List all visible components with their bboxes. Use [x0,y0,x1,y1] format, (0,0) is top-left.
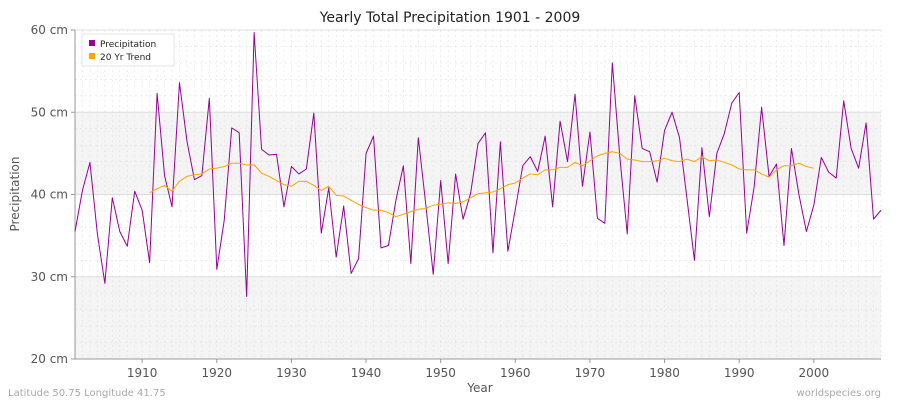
footer-location: Latitude 50.75 Longitude 41.75 [8,388,166,399]
x-tick-label: 1990 [724,366,755,380]
legend-swatch-20yr-trend [89,53,95,59]
series-line-precipitation [74,31,882,297]
x-tick-label: 1940 [351,366,382,380]
legend: Precipitation 20 Yr Trend [81,33,175,67]
x-axis-label: Year [466,381,492,395]
y-tick-label: 30 cm [31,270,68,284]
y-tick-label: 40 cm [31,188,68,202]
x-tick-label: 1910 [127,366,158,380]
x-tick-label: 1970 [575,366,606,380]
x-tick-label: 1920 [202,366,233,380]
series-line-20-yr-trend [149,151,814,218]
y-axis-label: Precipitation [8,156,22,231]
series-layer [74,31,882,297]
x-tick-label: 1950 [425,366,456,380]
chart-title: Yearly Total Precipitation 1901 - 2009 [319,10,581,26]
y-tick-label: 60 cm [31,23,68,37]
legend-box [81,33,175,67]
y-tick-label: 50 cm [31,105,68,119]
legend-label-20yr-trend: 20 Yr Trend [100,53,151,63]
x-tick-label: 1980 [649,366,680,380]
x-tick-label: 1960 [500,366,531,380]
footer-source: worldspecies.org [797,388,881,399]
y-tick-label: 20 cm [31,352,68,366]
legend-swatch-precipitation [89,40,95,46]
legend-label-precipitation: Precipitation [100,40,156,50]
x-tick-label: 1930 [276,366,307,380]
axes-layer: 20 cm 30 cm 40 cm 50 cm 60 cm 1910 1920 1930 194… [31,23,881,380]
x-tick-label: 2000 [799,366,830,380]
